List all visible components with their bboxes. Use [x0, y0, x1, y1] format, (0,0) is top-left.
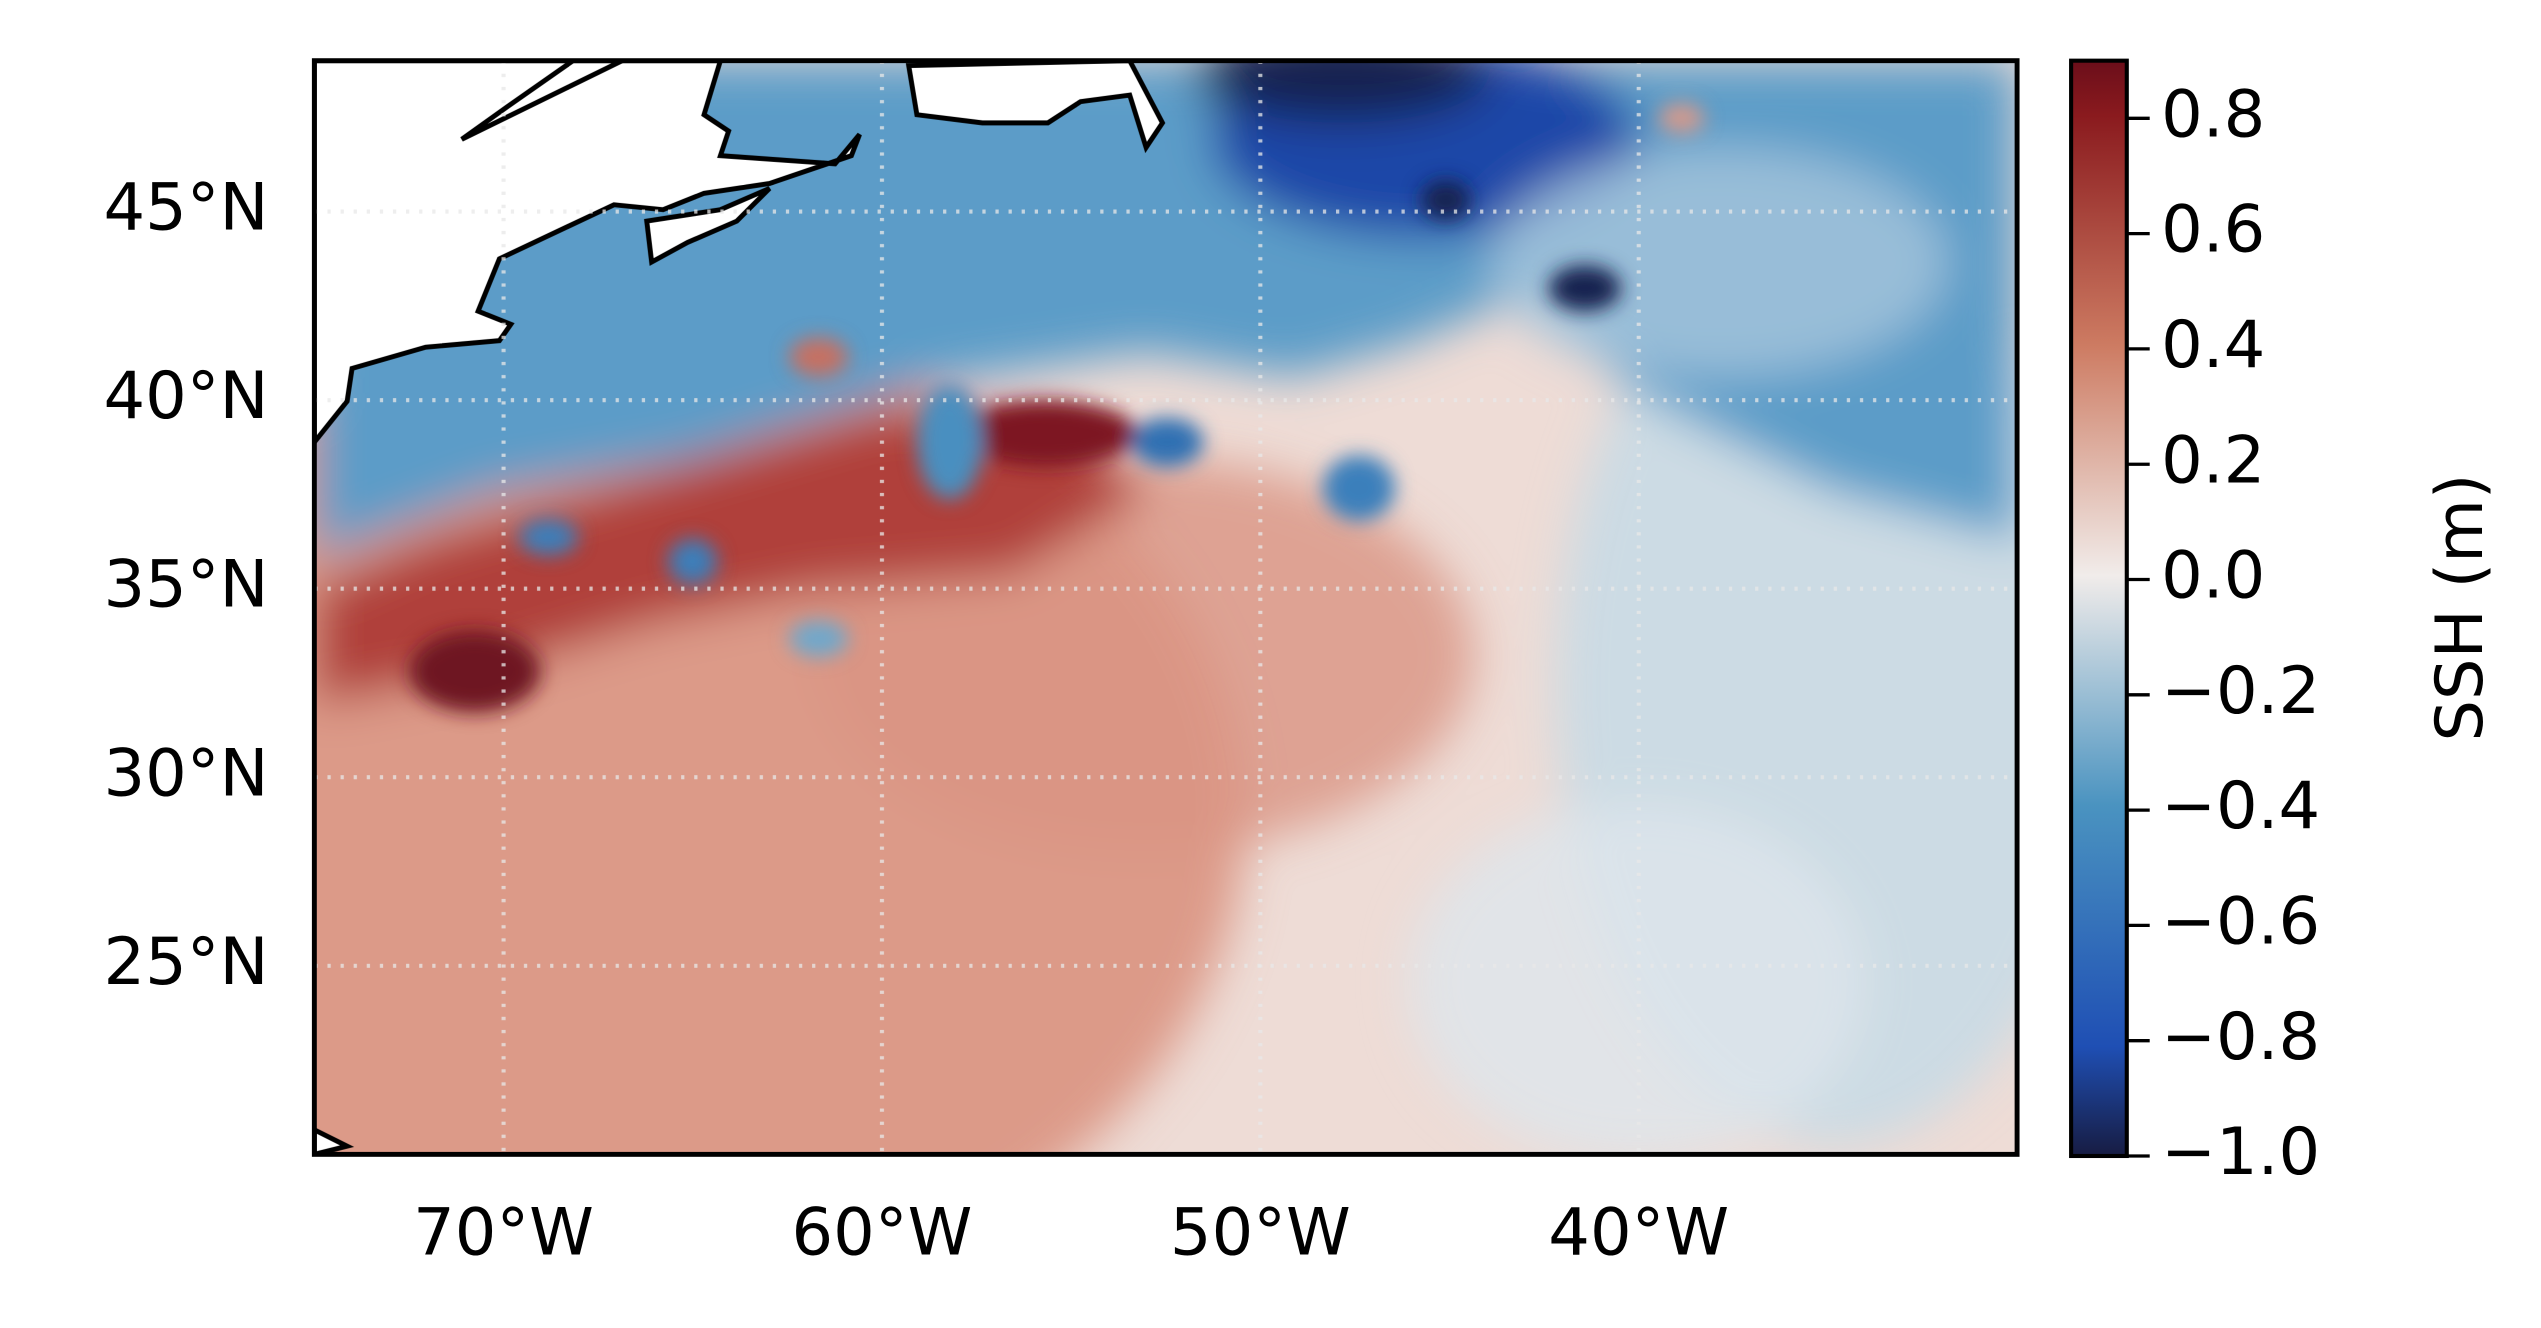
colorbar-tick-label: −0.4 — [2161, 768, 2320, 844]
grid — [314, 60, 2018, 1155]
plot-frame — [311, 58, 2020, 1157]
colorbar-tick-label: 0.2 — [2161, 422, 2265, 498]
colorbar-tick-label: −0.8 — [2161, 999, 2320, 1075]
colorbar-tick-label: 0.6 — [2161, 192, 2265, 268]
colorbar-tick-label: −0.2 — [2161, 653, 2320, 729]
ssh-field — [314, 60, 2018, 1155]
x-tick-label: 50°W — [1170, 1194, 1351, 1270]
colorbar-tick-label: 0.8 — [2161, 76, 2265, 152]
land — [905, 60, 1166, 154]
y-tick-label: 40°N — [103, 358, 268, 434]
colorbar-label: SSH (m) — [2422, 474, 2498, 742]
colorbar-tick-label: −1.0 — [2161, 1114, 2320, 1190]
colorbar — [2069, 58, 2129, 1159]
y-tick-label: 35°N — [103, 547, 268, 623]
land — [314, 60, 862, 447]
x-tick-label: 60°W — [792, 1194, 973, 1270]
colorbar-tick-label: 0.0 — [2161, 538, 2265, 614]
y-tick-label: 45°N — [103, 170, 268, 246]
x-tick-label: 70°W — [413, 1194, 594, 1270]
y-tick-label: 25°N — [103, 924, 268, 1000]
land — [643, 186, 772, 266]
colorbar-tick-label: 0.4 — [2161, 307, 2265, 383]
land — [460, 60, 624, 142]
land — [314, 1127, 355, 1155]
y-tick-label: 30°N — [103, 735, 268, 811]
colorbar-tick-label: −0.6 — [2161, 883, 2320, 959]
x-tick-label: 40°W — [1548, 1194, 1729, 1270]
